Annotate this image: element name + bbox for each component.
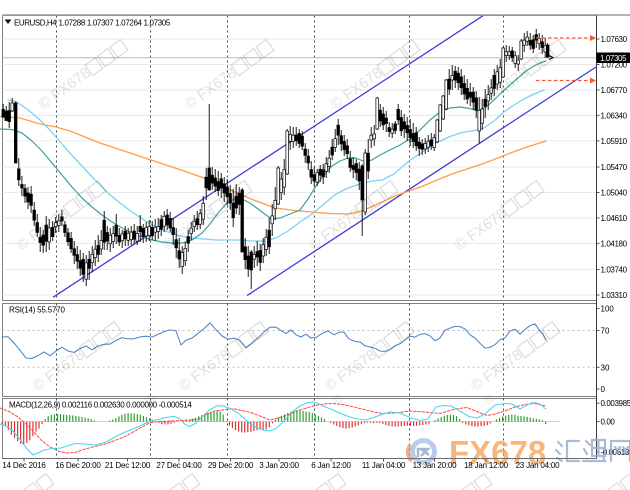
svg-text:1.07288 1.07307 1.07264 1.0730: 1.07288 1.07307 1.07264 1.07305 [59,19,171,28]
svg-text:16 Dec 20:00: 16 Dec 20:00 [55,461,101,470]
svg-text:6 Jan 12:00: 6 Jan 12:00 [311,461,351,470]
svg-text:1.05910: 1.05910 [601,137,628,146]
svg-text:1.04180: 1.04180 [601,239,628,248]
svg-text:1.03740: 1.03740 [601,266,628,275]
svg-text:14 Dec 2016: 14 Dec 2016 [2,461,46,470]
svg-text:1.05040: 1.05040 [601,189,628,198]
svg-text:13 Jan 20:00: 13 Jan 20:00 [413,461,458,470]
svg-text:1.05470: 1.05470 [601,163,628,172]
svg-text:30: 30 [601,363,610,372]
svg-text:RSI(14) 55.5770: RSI(14) 55.5770 [9,306,65,315]
svg-text:1.07305: 1.07305 [600,54,627,63]
svg-text:1.06340: 1.06340 [601,111,628,120]
svg-text:21 Dec 12:00: 21 Dec 12:00 [105,461,151,470]
svg-text:FX678: FX678 [449,434,546,471]
svg-text:1.07200: 1.07200 [601,61,628,70]
svg-text:18 Jan 12:00: 18 Jan 12:00 [464,461,509,470]
svg-text:29 Dec 20:00: 29 Dec 20:00 [208,461,254,470]
svg-text:0.003985: 0.003985 [601,399,630,408]
svg-text:70: 70 [601,327,610,336]
svg-text:0: 0 [601,385,606,394]
svg-text:0.00: 0.00 [601,418,616,427]
svg-text:3 Jan 20:00: 3 Jan 20:00 [259,461,299,470]
svg-text:1.07630: 1.07630 [601,35,628,44]
svg-text:EURUSD,H4: EURUSD,H4 [14,19,57,28]
svg-text:1.06770: 1.06770 [601,86,628,95]
svg-text:1.04610: 1.04610 [601,214,628,223]
svg-text:27 Dec 04:00: 27 Dec 04:00 [156,461,202,470]
svg-text:MACD(12,26,9) 0.002116 0.00263: MACD(12,26,9) 0.002116 0.002630 0.000000… [9,401,192,410]
svg-text:11 Jan 04:00: 11 Jan 04:00 [362,461,406,470]
svg-text:1.03310: 1.03310 [601,291,628,300]
svg-text:23 Jan 04:00: 23 Jan 04:00 [516,461,561,470]
svg-text:100: 100 [601,305,615,314]
